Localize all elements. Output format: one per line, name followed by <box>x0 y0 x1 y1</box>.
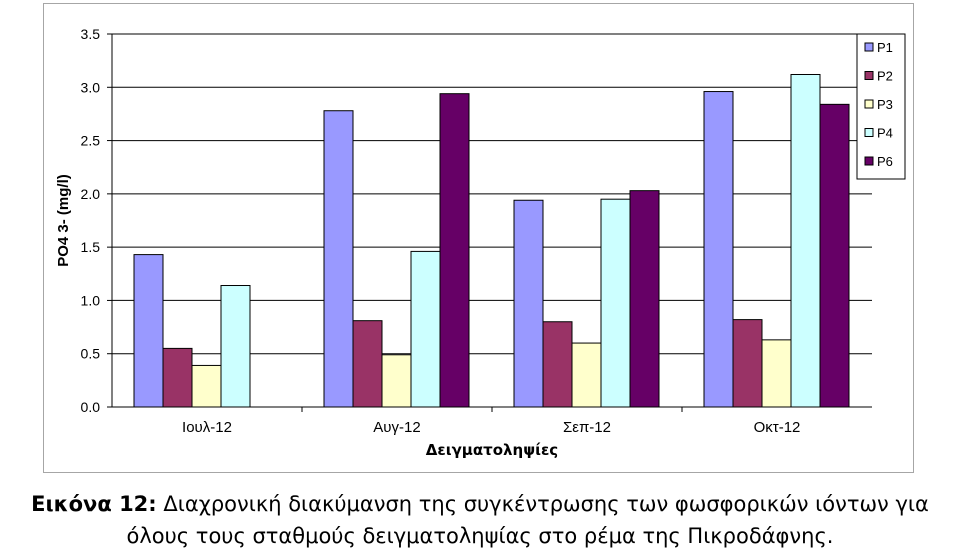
y-tick-label: 0.0 <box>81 399 101 415</box>
bar-chart: 0.0 0.5 1.0 1.5 2.0 2.5 3.0 3.5 Ιουλ-12 Αυγ-12 Σεπ… <box>55 26 906 459</box>
bar-P1-0 <box>133 254 164 408</box>
y-tick-label: 3.0 <box>81 79 101 95</box>
y-tick-label: 1.5 <box>81 239 101 255</box>
caption-text-1: Διαχρονική διακύμανση της συγκέντρωσης τ… <box>163 492 929 516</box>
bar-P6-2 <box>629 190 660 408</box>
y-tick-label: 0.5 <box>81 346 101 362</box>
bar-P4-0 <box>220 285 251 408</box>
legend-label: P3 <box>877 97 893 112</box>
x-tick-label: Σεπ-12 <box>563 419 611 436</box>
figure-caption: Εικόνα 12: Διαχρονική διακύμανση της συγ… <box>0 488 960 552</box>
bar-P2-0 <box>162 347 193 408</box>
bar-P1-3 <box>703 91 734 408</box>
bar-P1-1 <box>323 110 354 408</box>
bar-P4-1 <box>410 250 441 408</box>
bar-P6-1 <box>439 93 470 408</box>
bar-P2-3 <box>732 319 763 408</box>
bar-P2-1 <box>352 320 383 408</box>
bar-P3-1 <box>381 354 412 408</box>
legend-label: P2 <box>877 69 893 84</box>
y-axis-title: PO4 3- (mg/l) <box>55 174 72 267</box>
y-tick-label: 2.0 <box>81 186 101 202</box>
y-tick-label: 2.5 <box>81 133 101 149</box>
bar-P4-2 <box>600 198 631 408</box>
caption-lead: Εικόνα 12: <box>31 492 157 516</box>
bar-P2-2 <box>542 321 573 408</box>
bar-P1-2 <box>513 199 544 408</box>
x-tick-label: Αυγ-12 <box>373 419 420 436</box>
x-tick-label: Οκτ-12 <box>754 419 801 436</box>
bar-P6-3 <box>819 103 850 408</box>
legend-label: P1 <box>877 40 893 55</box>
legend-label: P6 <box>877 154 893 169</box>
y-tick-label: 3.5 <box>81 26 101 42</box>
legend-swatch-P1 <box>864 42 874 52</box>
x-tick-label: Ιουλ-12 <box>182 419 232 436</box>
caption-line-2: όλους τους σταθμούς δειγματοληψίας στο ρ… <box>126 524 834 548</box>
legend-swatch-P3 <box>864 99 874 109</box>
caption-line-1: Εικόνα 12: Διαχρονική διακύμανση της συγ… <box>0 488 960 520</box>
legend-swatch-P6 <box>864 156 874 166</box>
bar-P3-2 <box>571 342 602 408</box>
y-tick-label: 1.0 <box>81 292 101 308</box>
bar-P4-3 <box>790 73 821 408</box>
bar-P3-3 <box>761 339 792 408</box>
legend-label: P4 <box>877 126 893 141</box>
legend-swatch-P2 <box>864 71 874 80</box>
bar-P3-0 <box>191 364 222 408</box>
x-axis-title: Δειγματοληψίες <box>426 441 558 459</box>
legend-swatch-P4 <box>864 128 874 137</box>
